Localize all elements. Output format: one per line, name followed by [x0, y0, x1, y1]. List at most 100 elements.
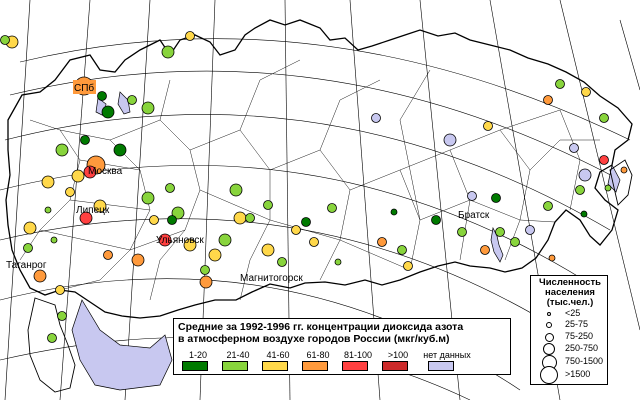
meridian-line — [559, 0, 640, 331]
legend-bin-swatch — [342, 361, 368, 371]
city-marker — [185, 31, 195, 41]
city-marker — [167, 215, 177, 225]
city-marker — [599, 155, 609, 165]
city-marker — [578, 168, 592, 182]
legend-bin-label: 81-100 — [343, 350, 373, 360]
city-marker — [93, 199, 107, 213]
size-legend-label: 250-750 — [565, 343, 599, 353]
legend-bin-label: 41-60 — [266, 350, 290, 360]
lake-baikal — [490, 226, 504, 263]
city-marker — [80, 135, 90, 145]
city-marker — [277, 257, 287, 267]
city-marker — [525, 225, 535, 235]
city-marker — [55, 285, 65, 295]
population-size-legend: Численность населения (тыс.чел.) <25 25-7… — [530, 275, 608, 385]
city-marker — [208, 248, 222, 262]
parallel-line — [9, 70, 621, 181]
city-marker — [495, 227, 505, 237]
spb-label-bg — [73, 80, 96, 94]
legend-bin-label: 21-40 — [226, 350, 250, 360]
city-marker — [233, 211, 247, 225]
city-marker — [467, 191, 477, 201]
city-marker — [65, 187, 75, 197]
city-marker — [218, 233, 232, 247]
city-label-magnitogorsk: Магнитогорск — [240, 273, 303, 284]
city-marker — [161, 45, 175, 59]
city-marker — [71, 169, 85, 183]
city-marker — [50, 236, 58, 244]
city-marker — [141, 191, 155, 205]
size-legend-circle — [547, 312, 551, 316]
legend-bin: 61-80 — [298, 350, 338, 374]
city-label-taganrog: Таганрог — [6, 260, 47, 271]
legend-bin-swatch — [222, 361, 248, 371]
meridian-line — [124, 0, 151, 400]
city-marker — [480, 245, 490, 255]
city-marker — [165, 183, 175, 193]
city-marker — [569, 143, 579, 153]
city-marker — [483, 121, 493, 131]
legend-bin-label: нет данных — [423, 350, 471, 360]
city-marker — [371, 113, 381, 123]
size-legend-label: 75-250 — [565, 331, 594, 341]
russia-border — [5, 19, 633, 319]
size-legend-circle — [540, 366, 558, 384]
size-legend-row: >1500 — [531, 366, 609, 384]
city-labels: СПб Москва Липецк Ульяновск Магнитогорск… — [6, 80, 490, 284]
size-legend-circle — [546, 322, 552, 328]
meridian-line — [4, 0, 31, 400]
city-marker — [23, 221, 37, 235]
city-marker — [103, 250, 113, 260]
city-marker — [543, 201, 553, 211]
legend-bin: 81-100 — [338, 350, 378, 374]
size-legend-row: 250-750 — [531, 343, 609, 355]
city-marker — [47, 333, 57, 343]
meridian-line — [59, 0, 91, 400]
city-marker — [443, 133, 457, 147]
parallel-line — [19, 38, 631, 141]
caspian-sea — [71, 299, 173, 391]
city-marker — [403, 261, 413, 271]
size-legend-circle — [543, 343, 555, 355]
city-marker — [0, 35, 10, 45]
city-marker — [83, 165, 97, 179]
city-marker — [23, 243, 33, 253]
city-marker — [309, 237, 319, 247]
lake-onega — [117, 91, 131, 115]
sea-inlet — [607, 163, 621, 193]
city-marker — [291, 225, 301, 235]
legend-title: Средние за 1992-1996 гг. концентрации ди… — [178, 321, 464, 345]
city-marker — [261, 243, 275, 257]
city-marker — [44, 206, 52, 214]
city-marker — [263, 200, 273, 210]
size-legend-row: 75-250 — [531, 331, 609, 343]
city-marker — [97, 91, 107, 101]
city-marker — [158, 233, 172, 247]
size-legend-circle — [544, 332, 554, 342]
city-marker — [397, 245, 407, 255]
city-marker — [33, 269, 47, 283]
size-legend-label: >1500 — [565, 369, 591, 379]
parallel-line — [0, 218, 561, 331]
size-legend-label: 750-1500 — [565, 356, 604, 366]
legend-bin: >100 — [378, 350, 418, 374]
city-marker — [334, 258, 342, 266]
city-marker — [327, 203, 337, 213]
size-legend-label: 25-75 — [565, 319, 589, 329]
legend-bin-swatch — [262, 361, 288, 371]
city-label-ulyanovsk: Ульяновск — [156, 235, 204, 246]
size-legend-row: 750-1500 — [531, 354, 609, 370]
city-markers — [0, 31, 628, 343]
legend-bin-label: >100 — [387, 350, 409, 360]
legend-bin: 1-20 — [178, 350, 218, 374]
city-marker — [183, 238, 197, 252]
city-marker — [301, 217, 311, 227]
city-marker — [548, 254, 556, 262]
city-label-spb: СПб — [74, 82, 94, 94]
parallel-line — [4, 114, 611, 231]
legend-bin-swatch — [382, 361, 408, 371]
city-marker — [390, 208, 398, 216]
city-marker — [79, 211, 93, 225]
size-legend-label: <25 — [565, 308, 581, 318]
meridian-line — [619, 19, 640, 91]
